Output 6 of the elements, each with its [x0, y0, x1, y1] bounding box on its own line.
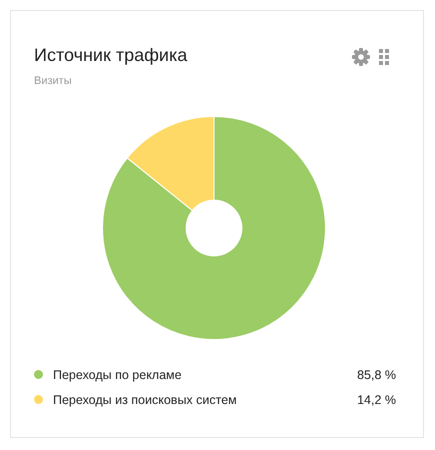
data-label: 85,8 %: [357, 368, 396, 382]
chart-subtitle: Визиты: [34, 75, 72, 87]
chart-title: Источник трафика: [34, 45, 188, 66]
legend-label: Переходы по рекламе: [53, 368, 183, 382]
data-label: 14,2 %: [357, 392, 396, 406]
legend-label: Переходы из поисковых систем: [53, 392, 238, 406]
